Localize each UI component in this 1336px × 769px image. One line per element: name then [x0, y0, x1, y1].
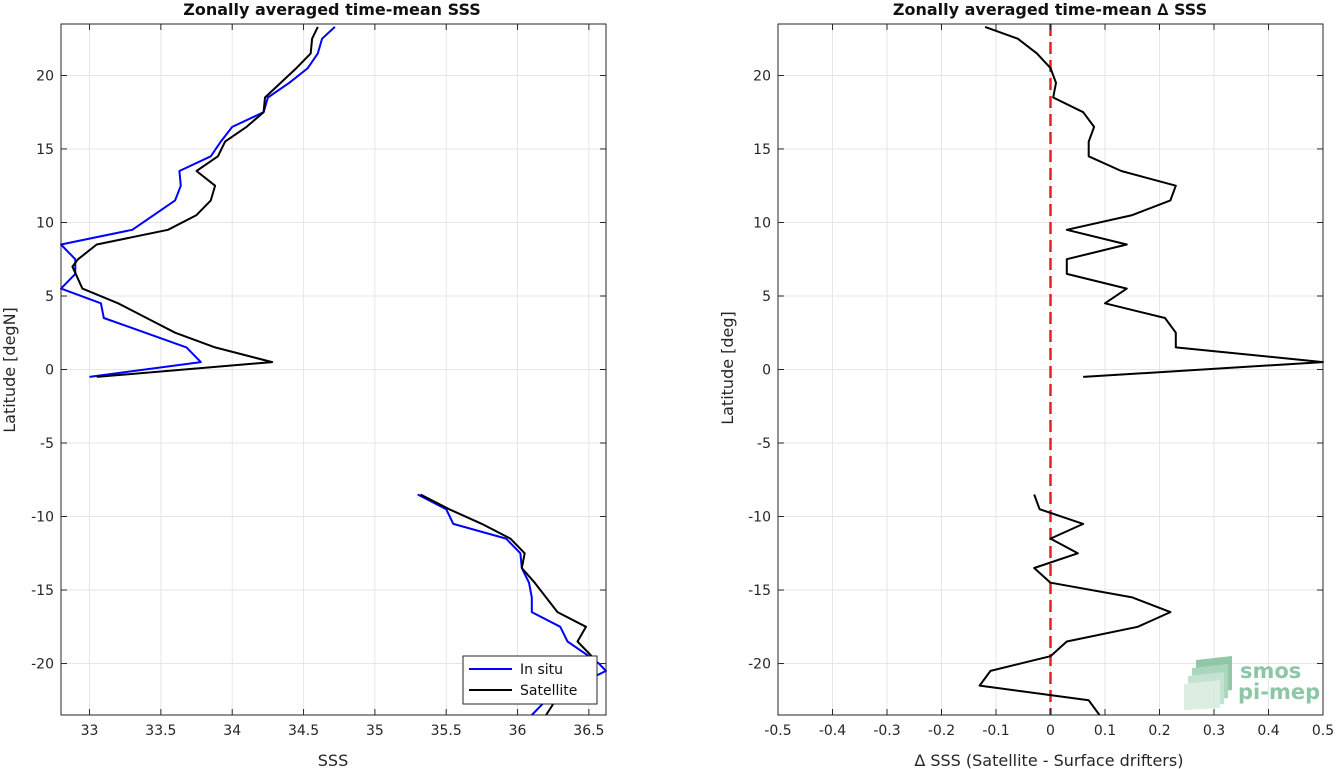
- left-y-tick-label: -10: [31, 510, 54, 526]
- logo-text-pi-mep: pi-mep: [1238, 680, 1320, 704]
- left-x-tick-label: 35.5: [431, 723, 462, 739]
- left-x-tick-label: 36.5: [573, 723, 604, 739]
- left-axes: Zonally averaged time-mean SSS 33 33.5 34 3…: [0, 0, 607, 769]
- legend-label-in-situ: In situ: [520, 662, 563, 678]
- right-x-tick-label: 0: [1046, 723, 1055, 739]
- left-y-tick-label: 10: [36, 215, 54, 231]
- left-x-tick-label: 35: [366, 723, 384, 739]
- right-x-tick-label: -0.1: [982, 723, 1009, 739]
- right-chart-title: Zonally averaged time-mean ∆ SSS: [893, 0, 1207, 19]
- left-y-tick-label: -15: [31, 583, 54, 599]
- legend-box: [462, 655, 598, 705]
- left-x-tick-label: 33.5: [145, 723, 176, 739]
- right-x-tick-label: 0.2: [1148, 723, 1170, 739]
- right-y-tick-label: 5: [762, 289, 771, 305]
- right-y-tick-label: 15: [753, 142, 771, 158]
- left-line-satellite: [71, 26, 319, 378]
- left-y-tick-label: 5: [45, 289, 54, 305]
- left-series-group: [60, 26, 607, 716]
- logo-text-smos: smos: [1240, 659, 1301, 683]
- right-x-tick-label: -0.2: [928, 723, 955, 739]
- right-y-tick-label: 20: [753, 68, 771, 84]
- right-y-tick-label: -15: [748, 583, 771, 599]
- left-y-tick-label: -5: [40, 436, 54, 452]
- right-line-series-1: [978, 494, 1172, 716]
- left-x-tick-label: 34.5: [288, 723, 319, 739]
- legend: In situ Satellite: [462, 655, 598, 705]
- right-x-tick-label: -0.5: [764, 723, 791, 739]
- logo-stack-icon: [1184, 656, 1232, 710]
- right-y-axis-label: Latitude [deg]: [718, 311, 737, 425]
- right-axes: Zonally averaged time-mean ∆ SSS -0.5 -0.…: [718, 0, 1334, 769]
- left-line-in-situ: [417, 493, 607, 716]
- right-y-tick-label: -5: [757, 436, 771, 452]
- left-y-tick-label: -20: [31, 657, 54, 673]
- right-x-tick-label: 0.3: [1203, 723, 1225, 739]
- right-x-tick-label: -0.3: [873, 723, 900, 739]
- left-ticks: 33 33.5 34 34.5 35 35.5 36 36.5 -20 -15 -10 -5 0 5 10 1…: [31, 24, 606, 739]
- left-x-axis-label: SSS: [318, 751, 348, 769]
- right-y-tick-label: -10: [748, 510, 771, 526]
- right-ticks: -0.5 -0.4 -0.3 -0.2 -0.1 0 0.1 0.2 0.3 0.4 0.5 -20 -…: [748, 24, 1334, 739]
- right-x-tick-label: 0.1: [1094, 723, 1116, 739]
- legend-label-satellite: Satellite: [520, 683, 577, 699]
- left-chart-title: Zonally averaged time-mean SSS: [183, 0, 481, 19]
- left-y-tick-label: 15: [36, 142, 54, 158]
- right-x-axis-label: ∆ SSS (Satellite - Surface drifters): [914, 751, 1184, 769]
- right-x-tick-label: -0.4: [819, 723, 846, 739]
- left-y-tick-label: 20: [36, 68, 54, 84]
- left-y-axis-label: Latitude [degN]: [0, 307, 19, 433]
- right-y-tick-label: 0: [762, 363, 771, 379]
- right-series-group: [978, 25, 1324, 716]
- right-x-tick-label: 0.4: [1257, 723, 1279, 739]
- smos-pi-mep-logo: smos pi-mep: [1184, 656, 1320, 710]
- right-y-tick-label: 10: [753, 215, 771, 231]
- left-gridlines: [61, 24, 606, 715]
- left-x-tick-label: 33: [81, 723, 99, 739]
- left-line-in-situ: [60, 26, 336, 378]
- left-x-tick-label: 34: [223, 723, 241, 739]
- right-y-tick-label: -20: [748, 657, 771, 673]
- left-x-tick-label: 36: [509, 723, 527, 739]
- right-x-tick-label: 0.5: [1312, 723, 1334, 739]
- right-line-series-1: [984, 25, 1324, 378]
- left-y-tick-label: 0: [45, 363, 54, 379]
